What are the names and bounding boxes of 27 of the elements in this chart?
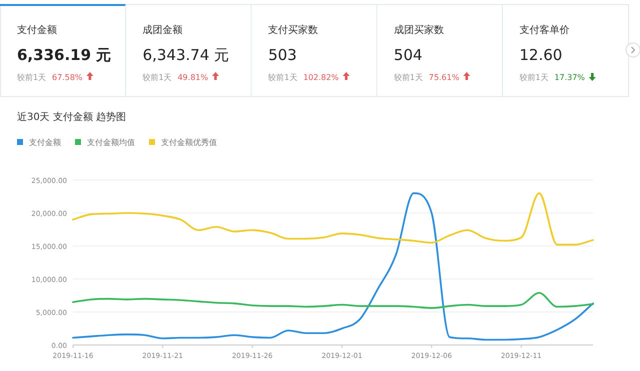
data-label: 17.37% bbox=[554, 73, 586, 82]
data-label: 67.58% bbox=[52, 73, 83, 82]
text: 较前1天 bbox=[268, 73, 298, 82]
category-label: 支付金额 bbox=[17, 24, 57, 36]
text: 较前1天 bbox=[142, 73, 172, 82]
legend-label: 支付金额均值 bbox=[87, 138, 135, 147]
text: 6,343.74 元 bbox=[142, 46, 230, 64]
category-label: 支付客单价 bbox=[519, 24, 570, 36]
legend-label: 支付金额 bbox=[29, 138, 61, 147]
text: 6,336.19 元 bbox=[17, 46, 112, 64]
text: 504 bbox=[394, 46, 422, 64]
data-label: 102.82% bbox=[303, 73, 340, 82]
legend-label: 支付金额优秀值 bbox=[161, 138, 217, 147]
text: 12.60 bbox=[519, 46, 562, 64]
data-label: 49.81% bbox=[178, 73, 208, 82]
line-series bbox=[72, 192, 594, 246]
text: 较前1天 bbox=[519, 73, 548, 82]
chart-title: 近30天 支付金额 趋势图 bbox=[17, 111, 126, 123]
data-label: 75.61% bbox=[428, 73, 460, 82]
line-series bbox=[72, 192, 594, 341]
text: 较前1天 bbox=[394, 73, 423, 82]
category-label: 成团买家数 bbox=[394, 24, 444, 36]
line-series bbox=[72, 292, 594, 309]
category-label: 成团金额 bbox=[142, 24, 183, 36]
text: 较前1天 bbox=[17, 73, 46, 82]
category-label: 支付买家数 bbox=[268, 24, 318, 36]
text: 503 bbox=[268, 46, 297, 64]
